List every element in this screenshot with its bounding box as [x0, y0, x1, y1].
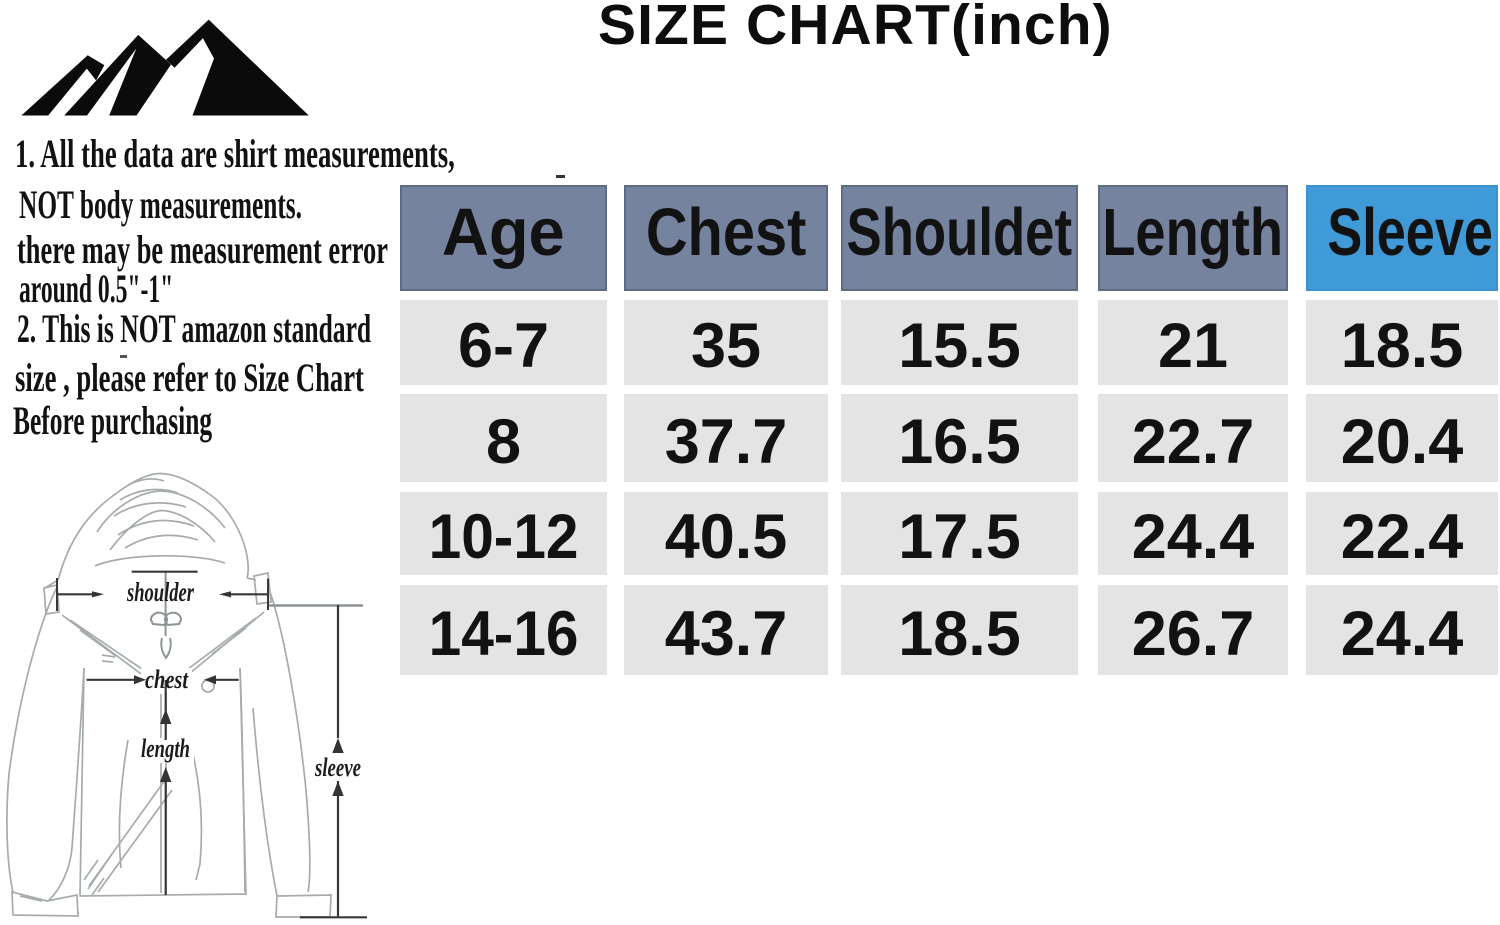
svg-text:chest: chest — [145, 665, 189, 694]
svg-text:length: length — [141, 734, 190, 763]
svg-text:sleeve: sleeve — [314, 753, 361, 782]
svg-text:shoulder: shoulder — [126, 577, 194, 607]
